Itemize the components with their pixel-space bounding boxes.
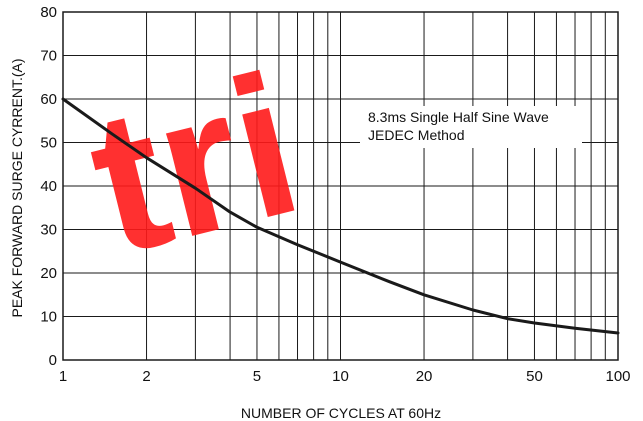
y-tick-label: 40 [40, 178, 57, 195]
x-tick-label: 100 [605, 368, 630, 385]
x-tick-label: 10 [332, 368, 349, 385]
x-tick-label: 2 [142, 368, 150, 385]
annotation: 8.3ms Single Half Sine Wave JEDEC Method [360, 106, 582, 148]
surge-curve [61, 97, 620, 335]
y-axis-title: PEAK FORWARD SURGE CYRRENT.(A) [9, 58, 25, 317]
annotation-background [360, 106, 582, 148]
y-tick-label: 0 [49, 352, 57, 369]
watermark-text: tri [71, 32, 319, 297]
y-tick-label: 70 [40, 48, 57, 65]
curve-layer [61, 97, 620, 335]
plot-frame [62, 11, 619, 361]
annotation-line-2: JEDEC Method [368, 127, 464, 143]
y-tick-label: 60 [40, 91, 57, 108]
y-tick-label: 10 [40, 309, 57, 326]
annotation-line-1: 8.3ms Single Half Sine Wave [368, 109, 549, 125]
y-tick-label: 80 [40, 4, 57, 21]
x-axis-title: NUMBER OF CYCLES AT 60Hz [241, 405, 441, 421]
x-tick-label: 5 [253, 368, 261, 385]
y-tick-label: 50 [40, 135, 57, 152]
y-tick-label: 20 [40, 265, 57, 282]
x-tick-label: 20 [416, 368, 433, 385]
tick-labels: 0 10 20 30 40 50 60 70 80 1 2 5 10 20 50 100 [40, 4, 630, 385]
x-tick-label: 50 [526, 368, 543, 385]
watermark: tri [71, 32, 319, 297]
y-tick-label: 30 [40, 222, 57, 239]
plot-border [62, 11, 619, 361]
x-tick-label: 1 [59, 368, 67, 385]
